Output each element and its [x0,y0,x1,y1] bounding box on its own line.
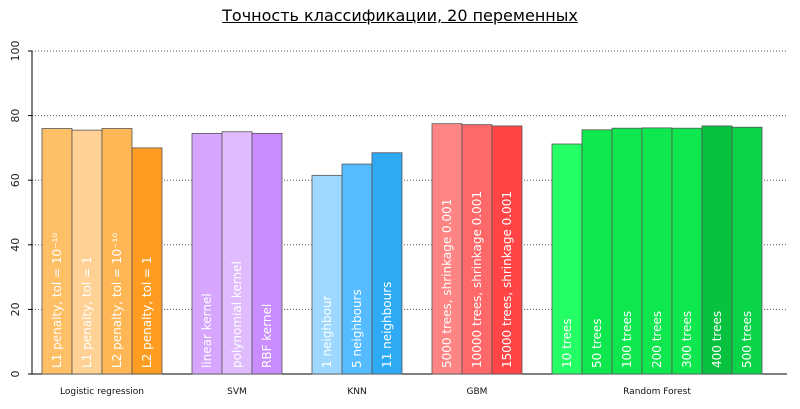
bar [371,152,403,375]
bar-label: 15000 trees, shrinkage 0.001 [500,191,514,368]
bar-label: 400 trees [710,311,724,368]
bar-label: RBF kernel [260,304,274,368]
bar-label: L2 penalty, tol = 1 [140,256,154,368]
bar-label: 5000 trees, shrinkage 0.001 [440,199,454,368]
y-tick-label: 0 [9,371,22,378]
bar-label: 1 neighbour [320,295,334,368]
bar [461,124,493,375]
bar [611,127,643,375]
bar-label: L1 penalty, tol = 1 [80,256,94,368]
bar-label: 10 trees [560,319,574,368]
category-label: Random Forest [623,387,691,397]
bar-label: 5 neighbours [350,289,364,368]
bar [251,132,283,375]
bar-label: 200 trees [650,311,664,368]
bar [131,147,163,375]
category-label: Logistic regression [60,387,144,397]
category-label: SVM [227,387,247,397]
bar-label: L1 penalty, tol = 10⁻¹⁰ [50,233,64,368]
y-tick-label: 40 [9,238,22,252]
y-tick-label: 60 [9,173,22,187]
bar [311,174,343,375]
bar [491,125,523,375]
bar-label: 11 neighbours [380,282,394,368]
category-label: KNN [347,387,366,397]
bar [671,127,703,375]
bar-label: 300 trees [680,311,694,368]
bar [341,163,373,375]
category-label: GBM [467,387,488,397]
bar-label: polynomial kernel [230,261,244,368]
bar [641,127,673,375]
bar-label: linear kernel [200,293,214,368]
bar-label: 500 trees [740,311,754,368]
bar-label: 50 trees [590,319,604,368]
bar-label: L2 penalty, tol = 10⁻¹⁰ [110,233,124,368]
bar [41,128,73,375]
y-tick-label: 100 [9,41,22,62]
bar [431,123,463,375]
y-tick-label: 80 [9,109,22,123]
bar [701,125,733,375]
chart-title: Точность классификации, 20 переменных [222,6,578,25]
bar-label: 100 trees [620,311,634,368]
y-tick-label: 20 [9,302,22,316]
bar [581,129,613,375]
bar [731,126,763,375]
bar [551,143,583,375]
bar-label: 10000 trees, shrinkage 0.001 [470,191,484,368]
